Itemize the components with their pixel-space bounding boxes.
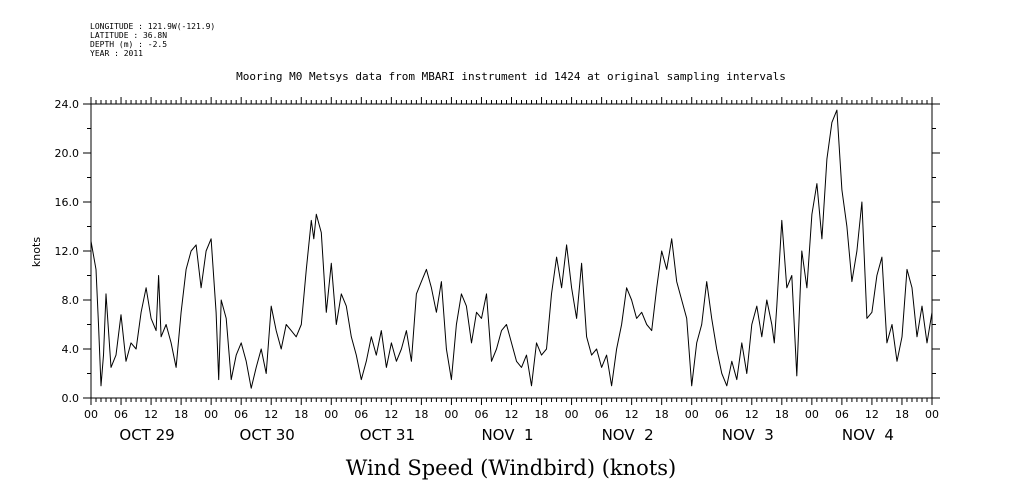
x-tick-label: 06 bbox=[474, 408, 488, 421]
x-tick-label: 00 bbox=[925, 408, 939, 421]
x-axis: 00 06 12 18 00 06 12 18 00 06 12 18 00 06 12 18 00 06 12 18… bbox=[84, 97, 939, 444]
x-axis-title: Wind Speed (Windbird) (knots) bbox=[346, 456, 676, 480]
x-tick-label: 18 bbox=[414, 408, 428, 421]
x-tick-label: 00 bbox=[204, 408, 218, 421]
meta-year: YEAR : 2011 bbox=[90, 49, 143, 58]
y-tick-label: 16.0 bbox=[55, 196, 80, 209]
x-tick-label: 12 bbox=[264, 408, 278, 421]
x-tick-label: 00 bbox=[685, 408, 699, 421]
x-tick-label: 06 bbox=[715, 408, 729, 421]
x-tick-label: 00 bbox=[805, 408, 819, 421]
x-tick-label: 12 bbox=[745, 408, 759, 421]
x-tick-label: 12 bbox=[384, 408, 398, 421]
x-tick-label: 18 bbox=[895, 408, 909, 421]
x-day-label: NOV 3 bbox=[722, 426, 774, 444]
x-tick-label: 12 bbox=[144, 408, 158, 421]
y-tick-label: 8.0 bbox=[62, 294, 80, 307]
x-day-label: OCT 30 bbox=[240, 426, 295, 444]
series-group bbox=[90, 109, 933, 389]
x-tick-label: 18 bbox=[294, 408, 308, 421]
x-tick-label: 06 bbox=[835, 408, 849, 421]
meta-depth: DEPTH (m) : -2.5 bbox=[90, 40, 168, 49]
y-tick-label: 4.0 bbox=[62, 343, 80, 356]
meta-longitude: LONGITUDE : 121.9W(-121.9) bbox=[90, 22, 216, 31]
x-tick-label: 00 bbox=[324, 408, 338, 421]
x-tick-label: 12 bbox=[505, 408, 519, 421]
y-tick-label: 0.0 bbox=[62, 392, 80, 405]
station-metadata: LONGITUDE : 121.9W(-121.9) LATITUDE : 36… bbox=[90, 22, 215, 58]
chart-title: Mooring M0 Metsys data from MBARI instru… bbox=[236, 70, 786, 83]
series-line-wind-speed bbox=[90, 109, 933, 389]
x-day-label: NOV 2 bbox=[602, 426, 654, 444]
x-day-label: NOV 1 bbox=[481, 426, 533, 444]
plot-frame bbox=[90, 103, 933, 399]
x-tick-label: 06 bbox=[234, 408, 248, 421]
x-tick-label: 00 bbox=[84, 408, 98, 421]
x-tick-label: 12 bbox=[625, 408, 639, 421]
x-tick-label: 12 bbox=[865, 408, 879, 421]
x-tick-label: 00 bbox=[565, 408, 579, 421]
x-day-label: OCT 29 bbox=[119, 426, 174, 444]
y-tick-label: 12.0 bbox=[55, 245, 80, 258]
x-tick-label: 18 bbox=[535, 408, 549, 421]
y-tick-label: 20.0 bbox=[55, 147, 80, 160]
x-tick-label: 06 bbox=[114, 408, 128, 421]
x-tick-label: 06 bbox=[354, 408, 368, 421]
x-day-label: OCT 31 bbox=[360, 426, 415, 444]
meta-latitude: LATITUDE : 36.8N bbox=[90, 31, 168, 40]
x-tick-label: 18 bbox=[775, 408, 789, 421]
y-tick-label: 24.0 bbox=[55, 98, 80, 111]
x-tick-label: 00 bbox=[444, 408, 458, 421]
y-axis-label: knots bbox=[30, 237, 43, 267]
x-tick-label: 06 bbox=[595, 408, 609, 421]
x-tick-label: 18 bbox=[174, 408, 188, 421]
x-tick-label: 18 bbox=[655, 408, 669, 421]
x-day-label: NOV 4 bbox=[842, 426, 894, 444]
y-axis: 0.0 4.0 8.0 12.0 16.0 20.0 24.0 bbox=[55, 98, 940, 405]
